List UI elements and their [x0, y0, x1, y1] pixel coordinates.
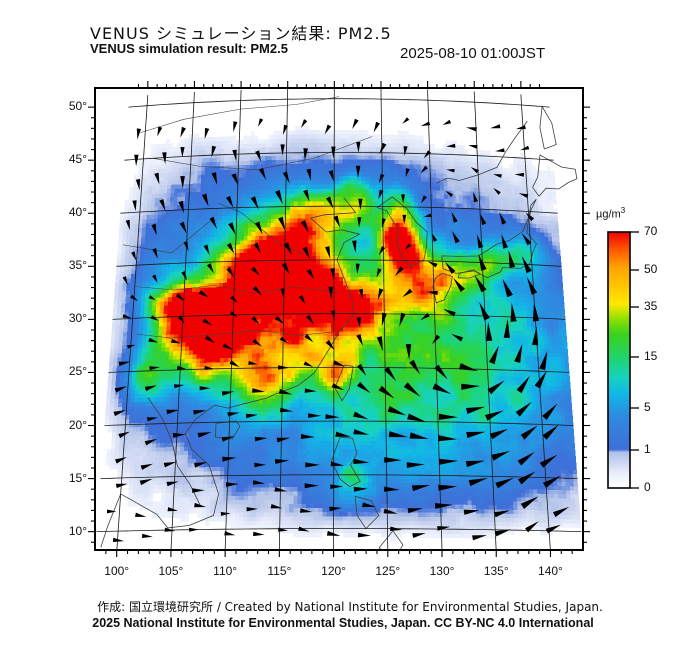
concentration-raster	[104, 126, 582, 542]
x-axis-tick-label: 105°	[158, 564, 184, 578]
y-axis-tick-label: 10°	[68, 523, 87, 538]
x-axis-tick-label: 115°	[267, 564, 292, 578]
y-axis-tick-label: 50°	[68, 99, 87, 114]
y-axis-tick-label: 25°	[68, 364, 87, 379]
footer-license-line: 2025 National Institute for Environmenta…	[0, 616, 700, 630]
colorbar-unit-text: µg/m	[596, 208, 621, 221]
x-axis-tick-label: 120°	[321, 564, 346, 578]
y-axis-tick-label: 35°	[68, 258, 87, 273]
wind-vector-layer	[107, 117, 570, 542]
x-axis-tick-label: 135°	[483, 564, 509, 578]
colorbar-unit-exponent: 3	[620, 206, 626, 215]
colorbar-ticks	[630, 231, 639, 489]
y-axis-tick-label: 30°	[68, 311, 87, 326]
colorbar-gradient	[607, 231, 631, 489]
x-axis-tick-label: 140°	[538, 564, 563, 578]
colorbar-tick-label: 70	[644, 224, 658, 238]
footer-credit-line: 作成: 国立環境研究所 / Created by National Instit…	[97, 600, 603, 614]
x-axis-tick-label: 100°	[104, 564, 130, 578]
page-title-english: VENUS simulation result: PM2.5	[90, 41, 288, 56]
colorbar-tick-label: 0	[644, 480, 651, 494]
colorbar-tick-label: 35	[644, 299, 658, 313]
coastline-layer	[100, 96, 578, 550]
x-axis-tick-label: 130°	[429, 564, 455, 578]
colorbar-tick-label: 50	[644, 262, 658, 276]
axis-ticks	[88, 81, 590, 557]
y-axis-tick-label: 40°	[68, 205, 87, 220]
simulation-datetime: 2025-08-10 01:00JST	[400, 45, 546, 62]
colorbar-tick-label: 1	[644, 442, 651, 456]
colorbar-tick-label: 5	[644, 400, 651, 414]
colorbar-unit-label: µg/m3	[596, 206, 625, 221]
x-axis-tick-label: 125°	[375, 564, 401, 578]
y-axis-tick-label: 15°	[68, 470, 87, 485]
page-title-japanese: VENUS シミュレーション結果: PM2.5	[90, 24, 392, 43]
y-axis-tick-label: 20°	[68, 417, 87, 432]
footer-license-text: 2025 National Institute for Environmenta…	[92, 616, 594, 630]
x-axis-tick-label: 110°	[213, 564, 238, 578]
y-axis-tick-label: 45°	[68, 152, 87, 167]
colorbar-tick-label: 15	[644, 349, 658, 363]
